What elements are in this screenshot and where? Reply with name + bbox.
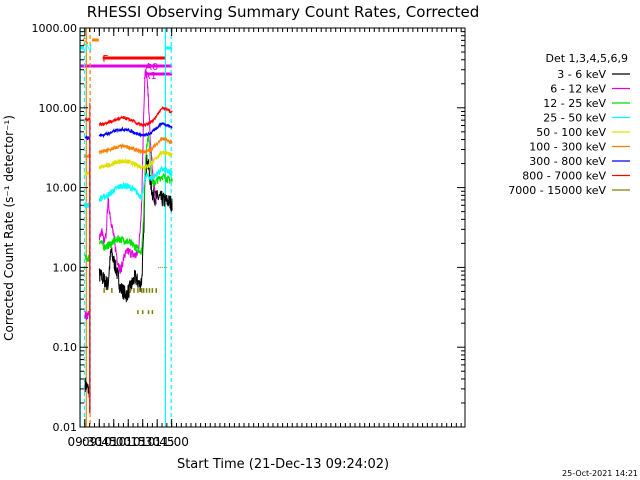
series-line	[84, 310, 91, 321]
series-line	[84, 377, 91, 398]
legend-label: 100 - 300 keV	[529, 141, 606, 154]
legend-label: 12 - 25 keV	[543, 97, 606, 110]
annotation-label: N	[85, 43, 92, 54]
legend-label: 50 - 100 keV	[536, 126, 606, 139]
legend-label: 6 - 12 keV	[550, 83, 606, 96]
legend-label: 25 - 50 keV	[543, 112, 606, 125]
annotation-label: F	[102, 54, 108, 65]
series-line	[98, 106, 173, 128]
y-tick-label: 0.01	[53, 421, 78, 434]
x-tick-label: 11:00	[154, 435, 189, 449]
annotation-label: S	[82, 37, 88, 48]
series-line	[98, 149, 173, 171]
x-tick-label: 10:00	[96, 435, 131, 449]
x-tick-label: 09:30	[68, 435, 103, 449]
plot-frame	[79, 27, 466, 428]
y-tick-label: 0.10	[53, 341, 78, 354]
series-line	[98, 132, 173, 255]
series-line	[98, 122, 173, 139]
legend-label: 7000 - 15000 keV	[508, 184, 606, 197]
annotation-dot	[152, 64, 155, 66]
series-line	[84, 201, 91, 209]
legend-label: 3 - 6 keV	[557, 68, 606, 81]
annotation-label: A0	[145, 62, 158, 73]
series-line	[98, 136, 173, 156]
series-line	[84, 171, 91, 176]
legend-title: Det 1,3,4,5,6,9	[545, 52, 628, 65]
series-line	[84, 135, 91, 141]
legend-label: 300 - 800 keV	[529, 155, 606, 168]
y-tick-label: 10.00	[46, 182, 78, 195]
y-axis-title: Corrected Count Rate (s⁻¹ detector⁻¹)	[2, 115, 16, 341]
annotation-dot	[148, 64, 151, 66]
y-tick-label: 100.00	[39, 102, 78, 115]
x-tick-label: 10:45	[140, 435, 175, 449]
chart-title: RHESSI Observing Summary Count Rates, Co…	[87, 3, 480, 21]
series-line	[84, 117, 91, 123]
annotation-label: A1	[143, 71, 156, 82]
series-line	[98, 165, 173, 202]
x-tick-label: 10:15	[111, 435, 146, 449]
series-line	[84, 253, 91, 263]
series-line	[98, 154, 173, 303]
x-tick-label: 09:45	[82, 435, 117, 449]
legend-label: 800 - 7000 keV	[522, 170, 606, 183]
footer-date: 25-Oct-2021 14:21	[562, 469, 638, 478]
x-axis-title: Start Time (21-Dec-13 09:24:02)	[177, 457, 389, 472]
series-line	[98, 69, 157, 274]
y-tick-label: 1.00	[53, 261, 78, 274]
y-tick-label: 1000.00	[32, 22, 78, 35]
series-line	[84, 153, 91, 158]
x-tick-label: 10:30	[125, 435, 160, 449]
